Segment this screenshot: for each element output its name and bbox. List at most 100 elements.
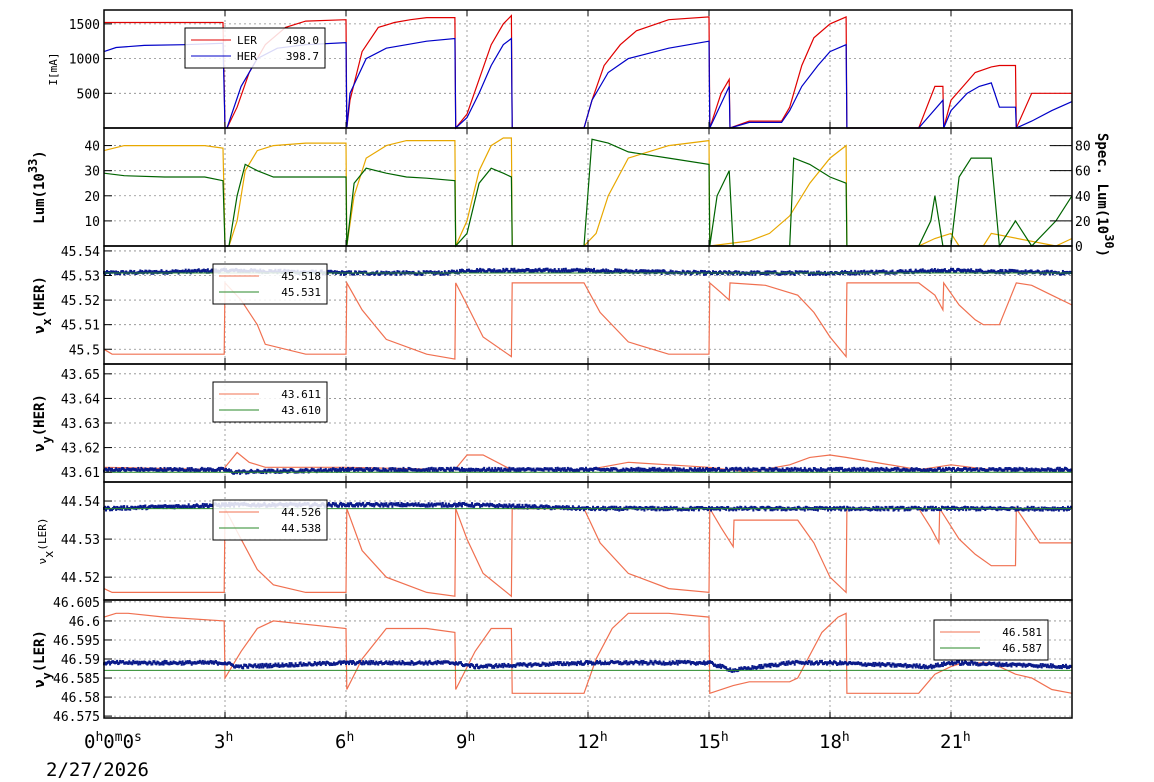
measured-point	[759, 506, 762, 510]
measured-point	[378, 469, 381, 473]
measured-point	[383, 502, 386, 506]
measured-point	[963, 466, 966, 470]
measured-point	[969, 662, 972, 666]
measured-point	[505, 664, 508, 668]
y-tick-label: 45.54	[61, 245, 100, 260]
measured-point	[140, 466, 143, 470]
measured-point	[715, 664, 718, 668]
measured-point	[538, 467, 541, 471]
measured-point	[482, 268, 485, 272]
measured-point	[357, 504, 360, 508]
measured-point	[603, 269, 606, 273]
measured-point	[330, 663, 333, 667]
measured-point	[261, 470, 264, 474]
measured-point	[137, 505, 140, 509]
measured-point	[317, 468, 320, 472]
measured-point	[677, 469, 680, 473]
measured-point	[925, 270, 928, 274]
measured-point	[915, 663, 918, 667]
measured-point	[924, 270, 927, 274]
measured-point	[251, 664, 254, 668]
measured-point	[834, 507, 837, 511]
measured-point	[667, 662, 670, 666]
measured-point	[797, 660, 800, 664]
measured-point	[387, 469, 390, 473]
measured-point	[347, 270, 350, 274]
measured-point	[397, 270, 400, 274]
measured-point	[509, 469, 512, 473]
measured-point	[286, 664, 289, 668]
measured-point	[368, 468, 371, 472]
measured-point	[885, 506, 888, 510]
measured-point	[107, 468, 110, 472]
measured-point	[900, 469, 903, 473]
measured-point	[197, 661, 200, 665]
measured-point	[708, 505, 710, 509]
measured-point	[963, 661, 966, 665]
measured-point	[1036, 468, 1039, 472]
measured-point	[115, 270, 118, 274]
measured-point	[901, 269, 904, 273]
measured-point	[328, 663, 331, 667]
measured-point	[765, 506, 768, 510]
measured-point	[863, 663, 866, 667]
measured-point	[609, 661, 612, 665]
measured-point	[1016, 468, 1019, 472]
measured-point	[1012, 662, 1015, 666]
x-tick-label: 9h	[456, 730, 475, 754]
measured-point	[504, 269, 507, 273]
measured-point	[442, 504, 445, 508]
measured-point	[428, 270, 431, 274]
y-tick-label: 43.64	[61, 392, 100, 407]
measured-point	[917, 269, 920, 273]
measured-point	[690, 508, 693, 512]
measured-point	[110, 468, 113, 472]
measured-point	[461, 469, 464, 473]
measured-point	[996, 270, 999, 274]
measured-point	[521, 503, 524, 507]
measured-point	[879, 270, 882, 274]
measured-point	[781, 661, 784, 665]
measured-point	[455, 466, 458, 470]
measured-point	[896, 506, 899, 510]
measured-point	[597, 661, 600, 665]
measured-point	[492, 269, 495, 273]
measured-point	[175, 661, 178, 665]
measured-point	[333, 662, 336, 666]
measured-point	[1032, 505, 1035, 509]
measured-point	[908, 508, 911, 512]
measured-point	[625, 505, 628, 509]
measured-point	[160, 468, 163, 472]
measured-point	[481, 268, 484, 272]
measured-point	[654, 468, 657, 472]
measured-point	[388, 502, 391, 506]
measured-point	[443, 469, 446, 473]
measured-point	[595, 466, 598, 470]
measured-point	[462, 502, 465, 506]
measured-point	[1006, 664, 1009, 668]
measured-point	[992, 467, 995, 471]
measured-point	[1043, 506, 1046, 510]
measured-point	[106, 270, 109, 274]
measured-point	[342, 272, 345, 276]
measured-point	[414, 502, 417, 506]
measured-point	[412, 662, 415, 666]
measured-point	[957, 467, 960, 471]
measured-point	[1036, 665, 1039, 669]
measured-point	[377, 503, 380, 507]
measured-point	[791, 468, 794, 472]
measured-point	[183, 504, 186, 508]
measured-point	[171, 506, 174, 510]
y-tick-label: 44.53	[61, 533, 100, 548]
measured-point	[494, 504, 497, 508]
measured-point	[982, 661, 985, 665]
measured-point	[628, 506, 631, 510]
measured-point	[798, 270, 801, 274]
measured-point	[416, 661, 419, 665]
measured-point	[318, 469, 321, 473]
measured-point	[733, 469, 736, 473]
measured-point	[540, 504, 543, 508]
measured-point	[906, 508, 909, 512]
measured-point	[247, 665, 250, 669]
measured-point	[467, 468, 470, 472]
